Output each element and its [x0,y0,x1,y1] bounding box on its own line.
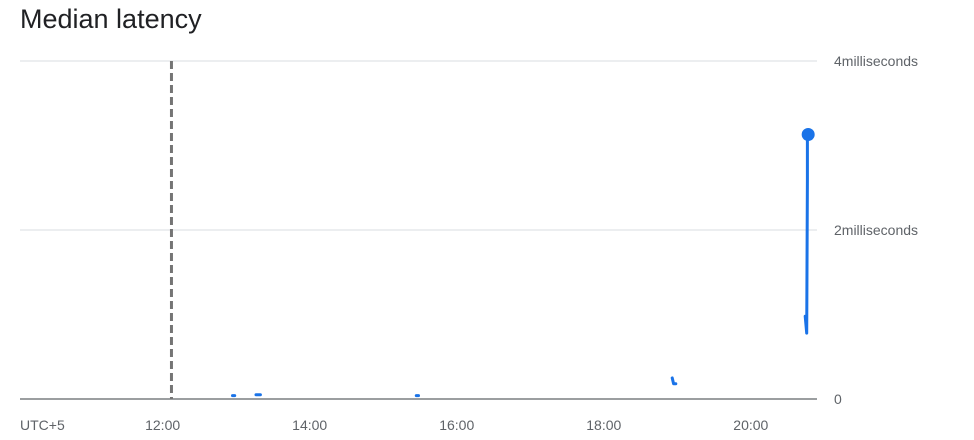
y-tick-label: 0 [834,391,842,407]
x-tick-label: 12:00 [145,417,180,433]
series-segment[interactable] [803,131,810,335]
x-tick-label: 14:00 [292,417,327,433]
latency-series[interactable] [231,128,815,398]
series-segment[interactable] [670,376,678,386]
x-tick-label: 16:00 [439,417,474,433]
y-tick-label: 2milliseconds [834,222,918,238]
x-tick-label: 20:00 [733,417,768,433]
timezone-label: UTC+5 [20,417,65,433]
x-tick-label: 18:00 [586,417,621,433]
x-axis-labels: UTC+5 12:00 14:00 16:00 18:00 20:00 [20,417,769,433]
y-axis-labels: 0 2milliseconds 4milliseconds [834,53,918,407]
gridlines [20,60,817,400]
chart-title: Median latency [20,4,202,34]
y-tick-label: 4milliseconds [834,53,918,69]
last-point-marker[interactable] [801,128,815,142]
